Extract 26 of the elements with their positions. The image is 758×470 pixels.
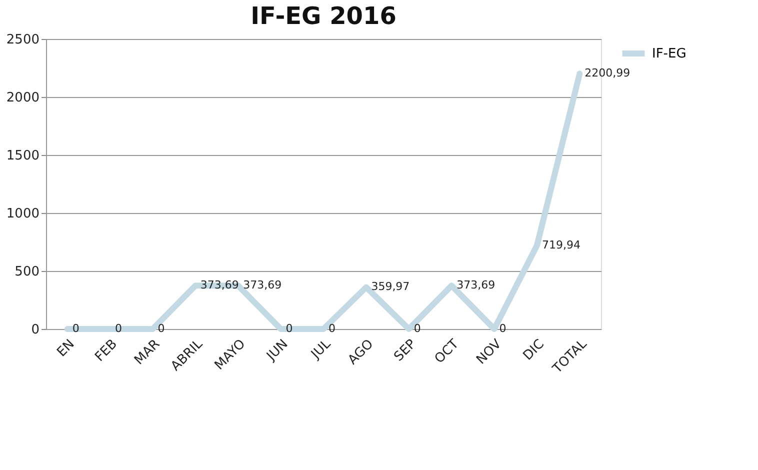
x-tick-label: JUL: [308, 336, 334, 363]
x-tick-label: EN: [54, 336, 78, 360]
data-label: 359,97: [371, 280, 410, 294]
x-tick-label: DIC: [520, 336, 548, 364]
y-tick-label: 500: [14, 264, 40, 280]
data-label: 0: [72, 322, 80, 335]
data-label: 0: [328, 322, 336, 335]
data-label: 719,94: [542, 238, 580, 252]
data-label: 373,69: [456, 278, 496, 292]
data-label: 0: [115, 322, 122, 335]
data-label: 0: [499, 322, 506, 335]
data-label: 373,69: [200, 278, 239, 292]
data-label: 0: [158, 322, 165, 335]
data-label: 373,69: [243, 278, 282, 292]
chart-title: IF-EG 2016: [250, 2, 396, 30]
data-label: 0: [414, 322, 421, 335]
x-tick-label: SEP: [391, 336, 420, 365]
x-tick-label: FEB: [92, 336, 120, 365]
legend-label: IF-EG: [652, 46, 686, 62]
y-tick-label: 1000: [6, 206, 40, 222]
data-label: 2200,99: [584, 66, 630, 80]
data-label: 0: [286, 322, 293, 335]
y-tick-label: 2000: [6, 90, 40, 106]
y-tick-label: 2500: [6, 32, 40, 48]
y-tick-label: 0: [31, 322, 40, 338]
y-tick-label: 1500: [6, 148, 40, 164]
